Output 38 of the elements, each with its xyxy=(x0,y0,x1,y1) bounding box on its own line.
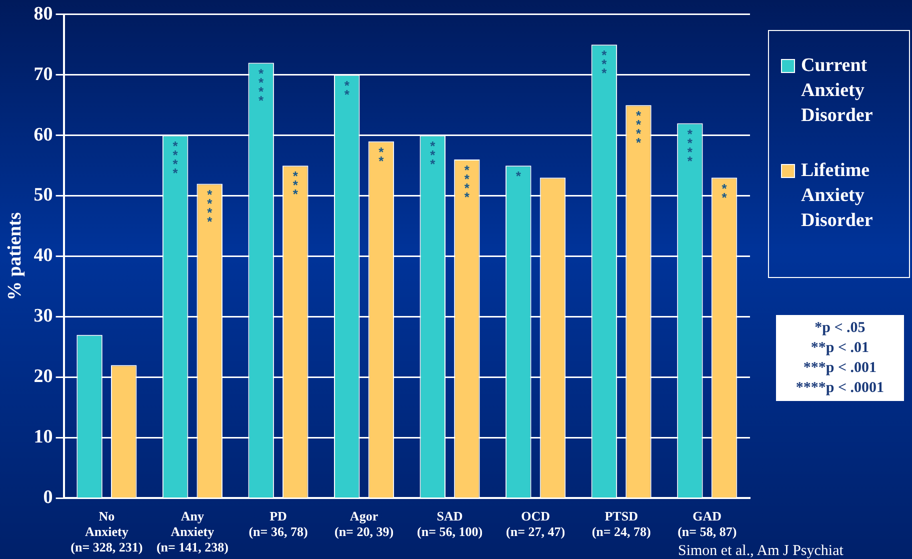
y-tick-label: 10 xyxy=(34,426,53,448)
text: Current Anxiety Disorder xyxy=(801,54,874,128)
text: Simon et al., Am J Psychiat xyxy=(678,543,844,559)
text: ****p < .0001 xyxy=(794,379,886,398)
data-label: *** * xyxy=(636,108,642,150)
y-tick-label: 30 xyxy=(34,306,53,327)
data-label: ** ** xyxy=(464,162,470,205)
x-tick-label: Any Anxiety (n= 141, 238) xyxy=(156,508,228,555)
data-label: **** xyxy=(258,66,265,108)
data-label: * * xyxy=(378,144,385,168)
data-label: **** xyxy=(207,186,214,229)
text: ***p < .001 xyxy=(802,359,878,378)
y-tick-label: 80 xyxy=(34,3,53,24)
x-tick-label: PTSD (n= 24, 78) xyxy=(592,508,651,539)
data-label: *** xyxy=(292,168,299,202)
data-label: **** xyxy=(172,138,179,180)
data-label: * xyxy=(516,168,522,184)
x-tick-label: No Anxiety (n= 328, 231) xyxy=(70,508,143,555)
x-tick-label: Agor (n= 20, 39) xyxy=(334,508,394,539)
x-tick-label: OCD (n= 27, 47) xyxy=(506,508,566,539)
y-tick-label: 20 xyxy=(34,366,53,388)
y-tick-label: 70 xyxy=(34,64,53,85)
y-tick-label: 0 xyxy=(43,487,53,508)
text: **p < .01 xyxy=(810,339,870,358)
data-label: * * xyxy=(722,180,728,205)
x-tick-label: SAD (n= 56, 100) xyxy=(417,508,483,539)
data-label: ** xyxy=(344,78,350,102)
x-tick-label: GAD (n= 58, 87) xyxy=(678,508,737,539)
y-axis-title: % patients xyxy=(4,212,26,300)
x-tick-label: PD (n= 36, 78) xyxy=(248,508,308,539)
y-tick-label: 40 xyxy=(34,245,53,266)
data-label: *** xyxy=(602,48,608,81)
y-tick-label: 60 xyxy=(34,124,53,146)
data-label: **** xyxy=(687,126,694,168)
text: *p < .05 xyxy=(814,319,866,338)
data-label: *** xyxy=(430,138,436,172)
legend-label: Lifetime Anxiety Disorder xyxy=(801,159,874,233)
y-tick-label: 50 xyxy=(34,184,53,206)
